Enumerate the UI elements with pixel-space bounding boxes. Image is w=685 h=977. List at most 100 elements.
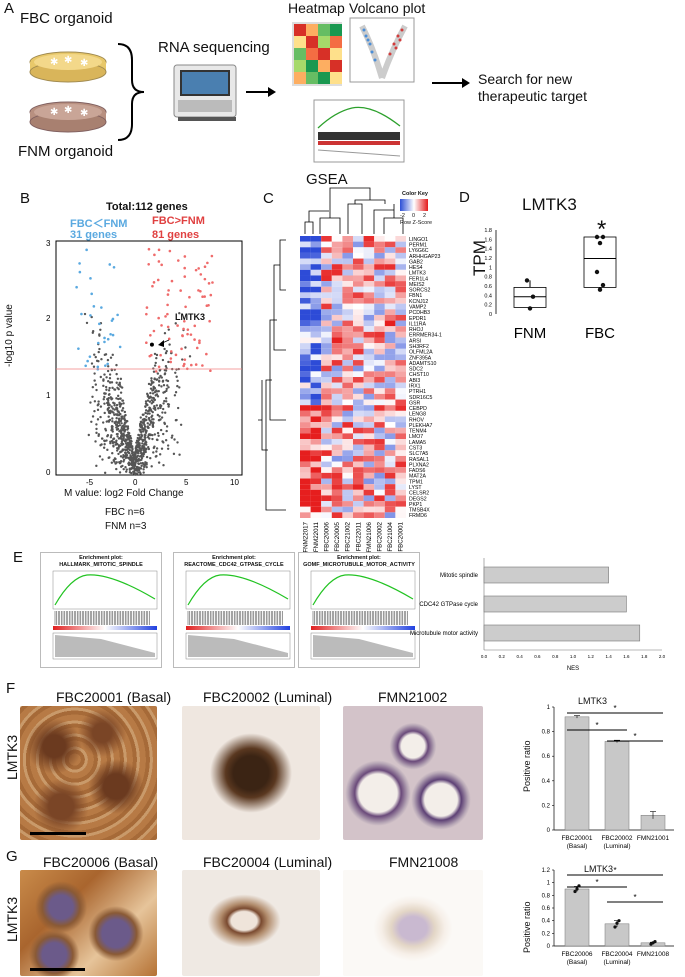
volcano-point-ns: [117, 418, 121, 422]
volcano-point-ns: [164, 351, 168, 355]
heatmap-cell: [363, 427, 375, 434]
heatmap-cell: [342, 320, 353, 327]
heatmap-cell: [395, 405, 406, 411]
heatmap-cell: [374, 258, 385, 265]
volcano-down-label: FBC＜FNM: [70, 218, 128, 230]
volcano-point-ns: [157, 384, 161, 387]
heatmap-cell: [384, 281, 396, 287]
volcano-point-ns: [153, 407, 156, 410]
heatmap-cell: [353, 450, 364, 456]
volcano-point-ns: [137, 471, 140, 474]
volcano-point-ns: [93, 372, 96, 375]
volcano-point-ns: [140, 447, 143, 450]
svg-text:✱: ✱: [64, 105, 72, 116]
heatmap-cell: [300, 444, 311, 451]
heatmap-cell: [300, 371, 311, 377]
heatmap-gene-label: MEIS2: [409, 282, 425, 288]
heatmap-cell: [300, 309, 311, 315]
volcano-point-ns: [153, 445, 156, 448]
volcano-point-ns: [117, 447, 120, 450]
volcano-point-ns: [151, 433, 154, 437]
heatmap-gene-label: RHOV: [409, 417, 425, 423]
heatmap-cell: [353, 393, 364, 400]
bar-y-tick: 0: [547, 944, 551, 950]
box-y-tick: 1: [489, 265, 492, 271]
volcano-point-ns: [134, 446, 138, 450]
volcano-point-ns: [157, 380, 161, 383]
volcano-point-ns: [104, 429, 108, 432]
heatmap-cell: [363, 292, 375, 299]
heatmap-cell: [353, 489, 364, 496]
heatmap-cell: [363, 343, 375, 349]
heatmap-cell: [384, 252, 396, 259]
volcano-point-ns: [167, 386, 170, 389]
volcano-point-ns: [124, 456, 128, 460]
volcano-point-ns: [90, 315, 93, 319]
volcano-point-down: [78, 262, 81, 265]
volcano-point-ns: [164, 397, 168, 400]
heatmap-cell: [374, 455, 385, 462]
volcano-point-up: [167, 337, 171, 341]
heatmap-cell: [384, 388, 396, 394]
heatmap-cell: [363, 444, 375, 451]
volcano-point-ns: [142, 448, 145, 452]
heatmap-cell: [363, 399, 375, 406]
volcano-point-up: [157, 248, 161, 252]
volcano-point-ns: [142, 430, 145, 433]
volcano-point-ns: [162, 384, 166, 387]
heatmap-cell: [321, 292, 332, 299]
volcano-point-ns: [139, 462, 143, 465]
heatmap-cell: [384, 264, 396, 270]
volcano-point-ns: [124, 451, 127, 455]
volcano-point-ns: [145, 455, 149, 459]
volcano-point-up: [149, 353, 153, 357]
heatmap-cell: [353, 337, 364, 344]
volcano-point-ns: [116, 425, 119, 428]
volcano-point-ns: [103, 402, 106, 405]
heatmap-cell: [310, 252, 322, 259]
volcano-point-ns: [111, 420, 114, 423]
volcano-point-ns: [150, 409, 153, 413]
volcano-point-ns: [118, 471, 122, 474]
volcano-point-ns: [94, 440, 97, 443]
volcano-point-down: [78, 270, 82, 274]
ihc-image-fbc20006: [20, 870, 157, 976]
volcano-point-ns: [123, 418, 127, 422]
bar: [604, 923, 630, 947]
heatmap-cell: [300, 439, 311, 445]
heatmap-cell: [331, 444, 343, 451]
volcano-point-ns: [154, 361, 157, 365]
volcano-point-lmtk3: [149, 342, 154, 347]
volcano-point-ns: [90, 362, 94, 365]
panel-a-letter: A: [4, 0, 15, 17]
heatmap-cell: [331, 399, 343, 406]
volcano-point-ns: [155, 378, 158, 381]
volcano-up-label: FBC>FNM: [152, 215, 205, 227]
heatmap-cell: [353, 348, 364, 355]
enrichment-plot: Enrichment plot: GOMF_MICROTUBULE_MOTOR_A…: [298, 552, 420, 668]
volcano-point-ns: [161, 407, 165, 411]
color-key-subtitle: Row Z-Score: [400, 220, 433, 226]
nes-x-tick: 1.8: [641, 654, 648, 659]
volcano-point-ns: [165, 425, 169, 428]
volcano-point-ns: [138, 449, 142, 452]
heatmap-gene-label: PTRH1: [409, 389, 426, 395]
volcano-point-ns: [99, 328, 102, 331]
heatmap-cell: [310, 422, 322, 428]
heatmap-cell: [395, 377, 406, 383]
volcano-point-ns: [120, 431, 123, 435]
heatmap-cell: [331, 303, 343, 310]
svg-text:3: 3: [46, 239, 51, 248]
heatmap-cell: [395, 461, 406, 468]
color-key-bar: [400, 199, 428, 211]
volcano-point-up: [211, 281, 214, 284]
heatmap-cell: [342, 314, 353, 321]
volcano-point-ns: [139, 451, 143, 455]
heatmap-cell: [310, 393, 322, 400]
heatmap-cell: [384, 433, 396, 440]
volcano-point-ns: [151, 421, 155, 424]
heatmap-cell: [310, 298, 322, 304]
heatmap-cell: [342, 343, 353, 349]
nes-x-tick: 0.4: [516, 654, 523, 659]
volcano-point-down: [98, 322, 101, 326]
